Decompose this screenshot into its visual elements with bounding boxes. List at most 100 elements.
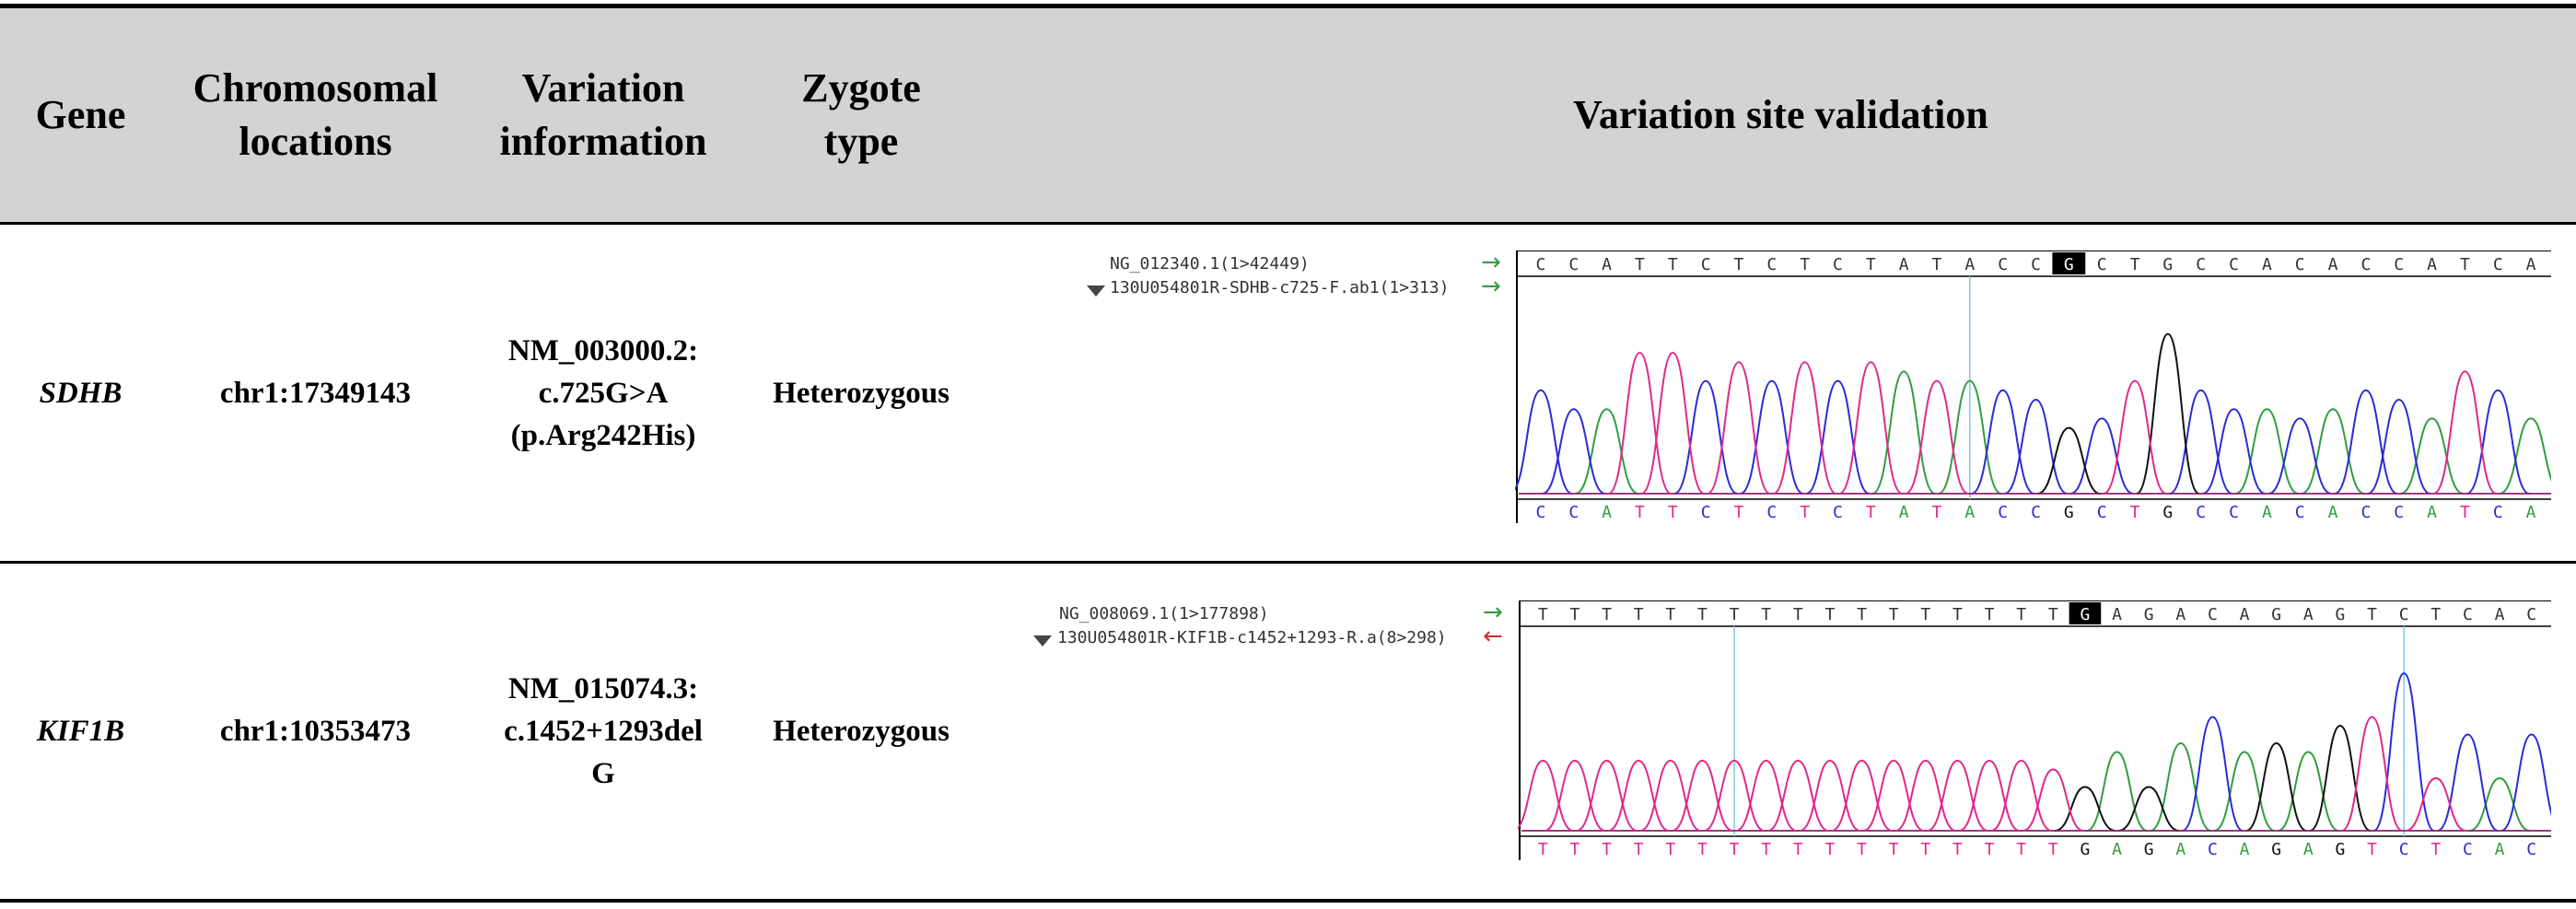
row1-variation: NM_003000.2: c.725G>A (p.Arg242His) (507, 333, 699, 452)
row2-ref-base: T (1634, 605, 1644, 624)
row2-trace-peak (1894, 759, 1957, 832)
row2-trace-peak (2500, 733, 2551, 832)
row1-ref-arrow-icon: → (1481, 249, 1501, 276)
row1-read-base: C (1998, 503, 2008, 522)
row1-ref-base: C (1701, 255, 1711, 274)
row2-trace-peak (1831, 759, 1893, 832)
row1-ref-base: C (1535, 255, 1545, 274)
header-zygote-type: Zygote type (801, 65, 921, 164)
row2-ref-base: T (1538, 605, 1548, 624)
header-rule (0, 222, 2576, 225)
row2-trace-peak (2309, 724, 2372, 832)
row2-ref-base: G (2336, 605, 2346, 624)
row1-trace-peak (1838, 361, 1903, 495)
row1-read-base: T (1800, 503, 1810, 522)
row2-trace-peak (1518, 759, 1574, 832)
row1-trace-peak (2169, 389, 2233, 495)
row2-trace-peak (1927, 759, 1988, 832)
row1-read-base: T (1932, 503, 1942, 522)
row1-ref-base: A (2328, 255, 2338, 274)
row1-ref-base: C (1766, 255, 1777, 274)
row2-read-base: T (2430, 840, 2441, 859)
row1-ref-base: A (1964, 255, 1975, 274)
row2-ref-base: T (1793, 605, 1803, 624)
row1-trace-peak (1575, 408, 1638, 495)
row2-read-label: 130U054801R-KIF1B-c1452+1293-R.a(8>298) (1057, 628, 1447, 647)
row2-ref-base: C (2463, 605, 2473, 624)
row1-trace-peak (2334, 389, 2398, 495)
row2-trace-peak (2150, 741, 2212, 832)
row1-ref-base: A (2526, 255, 2536, 274)
row1-ref-base: C (2295, 255, 2305, 274)
row1-ref-base: C (1833, 255, 1843, 274)
row1-zygote: Heterozygous (773, 376, 950, 410)
header-gene: Gene (35, 92, 126, 137)
row1-ref-base: C (2196, 255, 2206, 274)
row2-trace-peak (2245, 741, 2307, 832)
row2-ref-base: T (2016, 605, 2026, 624)
row2-trace-peak (1799, 759, 1861, 832)
row2-ref-base: T (2048, 605, 2058, 624)
row1-read-base: T (1668, 503, 1678, 522)
row2-zygote: Heterozygous (773, 715, 950, 748)
row2-trace-peak (2468, 776, 2531, 832)
row2-trace-peak (2054, 786, 2116, 832)
row2-read-base: A (2112, 840, 2122, 859)
header-variation-site-validation: Variation site validation (1573, 92, 1988, 137)
row2-trace-peak (1576, 759, 1638, 832)
row2-read-base: C (2526, 840, 2536, 859)
row1-ref-base: C (2394, 255, 2404, 274)
row2-trace-peak (2086, 751, 2148, 832)
row1-ref-base: T (1866, 255, 1876, 274)
header-chromosomal-locations: Chromosomal locations (192, 65, 438, 164)
row2-read-base: T (1665, 840, 1675, 859)
row2-read-base: A (2495, 840, 2505, 859)
row2-ref-base: A (2240, 605, 2250, 624)
row2-read-base: T (1825, 840, 1836, 859)
row2-ref-base: T (1602, 605, 1612, 624)
row2-read-base: G (2336, 840, 2346, 859)
row2-ref-base: A (2495, 605, 2505, 624)
row2-ref-base: A (2175, 605, 2186, 624)
row2-read-base: T (1538, 840, 1548, 859)
row2-ref-base: C (2526, 605, 2536, 624)
row1-trace-peak (1905, 379, 1969, 495)
row2-ref-base: G (2081, 605, 2091, 624)
row2-read-base: T (2367, 840, 2377, 859)
row2-read-base: T (1730, 840, 1740, 859)
row2-ref-base: C (2208, 605, 2218, 624)
row2-trace-peak (2182, 716, 2244, 832)
row2-trace-peak (1703, 759, 1766, 832)
row2-trace-peak (1639, 759, 1702, 832)
row1-read-base: C (1535, 503, 1545, 522)
row1-read-base: C (2493, 503, 2503, 522)
row1-read-base: T (2130, 503, 2140, 522)
row1-ref-base: T (1635, 255, 1645, 274)
row1-trace-peak (2103, 379, 2167, 495)
row1-ref-base: G (2064, 255, 2074, 274)
row1-trace-peak (2004, 398, 2068, 495)
row1-trace-peak (2037, 426, 2101, 495)
row1-ref-base: T (1800, 255, 1810, 274)
row2-read-base: T (1889, 840, 1899, 859)
row1-read-base: A (1964, 503, 1975, 522)
row2-ref-base: T (2367, 605, 2377, 624)
row2-read-base: G (2081, 840, 2091, 859)
row1-trace-peak (2301, 408, 2365, 495)
row2-variation: NM_015074.3: c.1452+1293del G (504, 672, 703, 790)
row1-read-base: C (2229, 503, 2239, 522)
row2-ref-base: T (1920, 605, 1930, 624)
row1-read-base: A (1602, 503, 1612, 522)
row2-ref-base: T (1825, 605, 1836, 624)
row2-ref-base: A (2303, 605, 2314, 624)
row1-gene: SDHB (39, 376, 122, 410)
row1-trace-peak (1515, 389, 1573, 495)
row2-ref-base: G (2144, 605, 2154, 624)
row2-trace-peak (2278, 751, 2339, 832)
row1-trace-peak (1707, 361, 1771, 495)
row1-read-base: T (1734, 503, 1744, 522)
row1-read-base: C (2394, 503, 2404, 522)
row2-trace-peak (2118, 786, 2180, 832)
row2-collapse-icon (1033, 635, 1052, 647)
row1-trace-peak (2465, 389, 2530, 495)
